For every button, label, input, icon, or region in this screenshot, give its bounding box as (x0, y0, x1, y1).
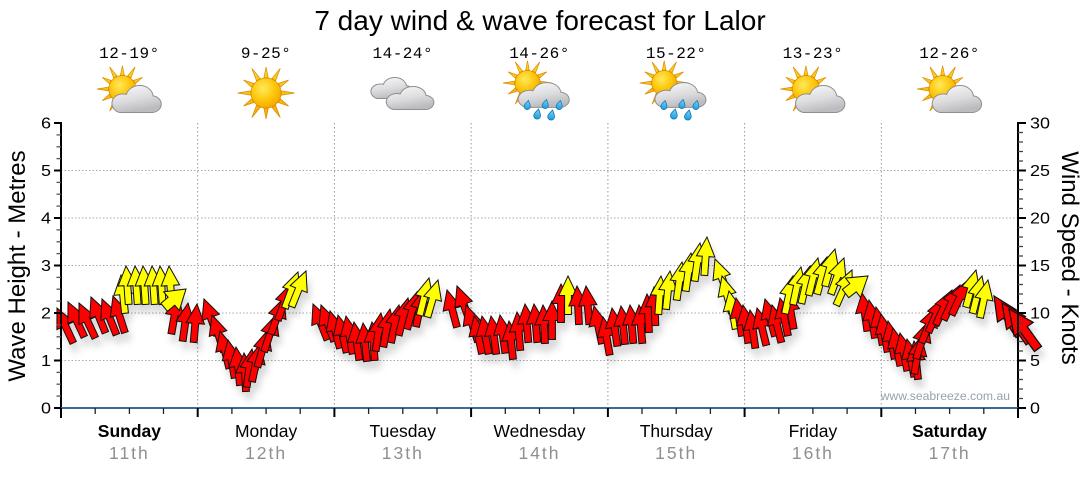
svg-text:9-25°: 9-25° (241, 45, 292, 63)
svg-text:Tuesday: Tuesday (370, 421, 437, 441)
svg-text:20: 20 (1030, 211, 1050, 228)
svg-text:14-26°: 14-26° (509, 45, 570, 63)
svg-text:15-22°: 15-22° (646, 45, 707, 63)
svg-text:13th: 13th (382, 443, 424, 463)
svg-text:Thursday: Thursday (640, 421, 713, 441)
svg-text:13-23°: 13-23° (783, 45, 844, 63)
svg-text:6: 6 (41, 116, 51, 133)
svg-text:Wednesday: Wednesday (493, 421, 585, 441)
svg-text:Sunday: Sunday (98, 421, 161, 441)
svg-text:0: 0 (1030, 401, 1040, 418)
svg-text:7 day wind & wave forecast for: 7 day wind & wave forecast for Lalor (314, 5, 765, 36)
svg-text:11th: 11th (109, 443, 150, 463)
svg-text:Wave Height - Metres: Wave Height - Metres (4, 150, 31, 381)
svg-text:25: 25 (1030, 163, 1050, 180)
svg-text:12-26°: 12-26° (919, 45, 980, 63)
svg-text:15: 15 (1030, 258, 1050, 275)
svg-text:2: 2 (41, 306, 51, 323)
svg-text:14-24°: 14-24° (372, 45, 433, 63)
svg-text:Saturday: Saturday (912, 421, 987, 441)
svg-text:15th: 15th (655, 443, 697, 463)
svg-text:1: 1 (41, 353, 51, 370)
svg-text:3: 3 (41, 258, 51, 275)
svg-text:14th: 14th (518, 443, 560, 463)
svg-text:Friday: Friday (789, 421, 838, 441)
svg-text:12-19°: 12-19° (99, 45, 160, 63)
svg-text:16th: 16th (792, 443, 834, 463)
svg-text:5: 5 (41, 163, 51, 180)
svg-text:0: 0 (41, 401, 51, 418)
svg-text:Wind Speed - Knots: Wind Speed - Knots (1056, 151, 1080, 364)
svg-text:17th: 17th (929, 443, 971, 463)
svg-text:www.seabreeze.com.au: www.seabreeze.com.au (880, 389, 1010, 403)
svg-text:5: 5 (1030, 353, 1040, 370)
svg-text:4: 4 (41, 211, 51, 228)
svg-text:10: 10 (1030, 306, 1050, 323)
svg-text:Monday: Monday (235, 421, 298, 441)
svg-text:12th: 12th (245, 443, 287, 463)
svg-text:30: 30 (1030, 116, 1050, 133)
